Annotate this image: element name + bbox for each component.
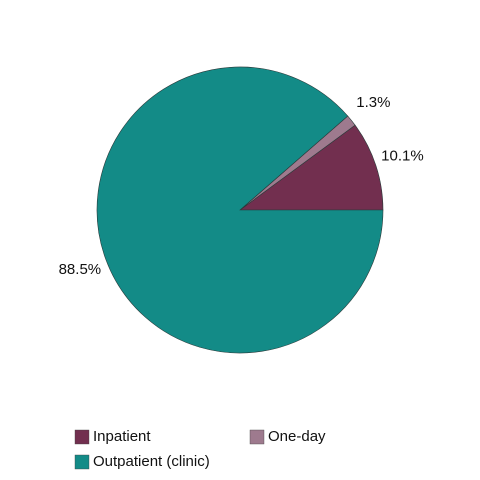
data-label: 1.3% [356, 94, 390, 111]
legend-label: One-day [268, 428, 326, 445]
legend-label: Inpatient [93, 428, 151, 445]
legend-swatch [74, 429, 90, 445]
legend-swatch [74, 454, 90, 470]
pie-slice [239, 124, 384, 211]
data-label: 10.1% [381, 148, 424, 165]
legend-swatch [249, 429, 265, 445]
data-label: 88.5% [59, 261, 102, 278]
legend-label: Outpatient (clinic) [93, 453, 210, 470]
pie-slice [96, 66, 384, 354]
